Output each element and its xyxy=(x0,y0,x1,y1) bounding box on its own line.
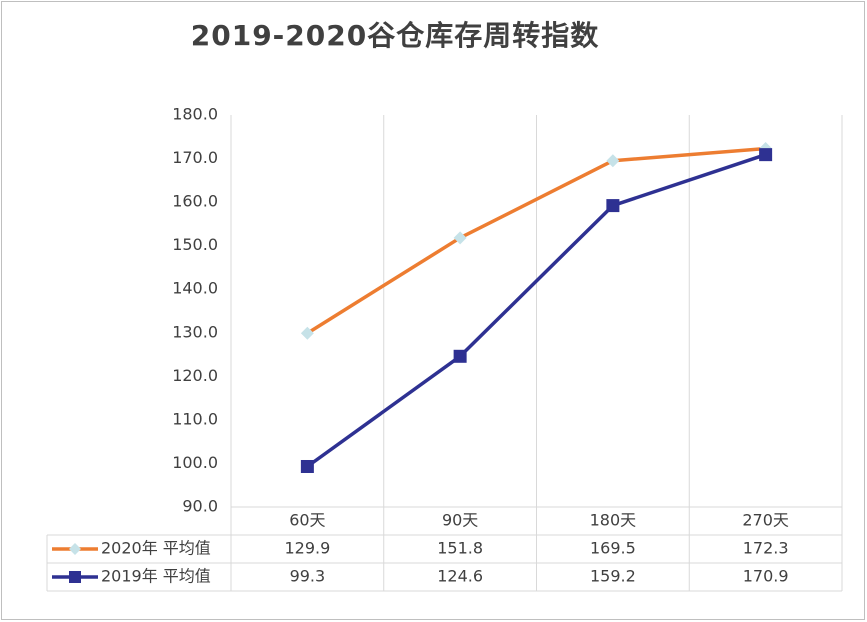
legend-marker xyxy=(69,543,81,555)
data-point-marker xyxy=(606,199,620,213)
table-value: 99.3 xyxy=(290,567,326,586)
table-value: 159.2 xyxy=(590,567,636,586)
y-tick-label: 110.0 xyxy=(172,409,218,428)
y-tick-label: 180.0 xyxy=(172,105,218,124)
y-tick-label: 130.0 xyxy=(172,322,218,341)
y-tick-label: 100.0 xyxy=(172,453,218,472)
data-point-marker xyxy=(606,154,620,168)
y-tick-label: 160.0 xyxy=(172,192,218,211)
y-tick-label: 150.0 xyxy=(172,235,218,254)
data-point-marker xyxy=(453,231,467,245)
data-point-marker xyxy=(300,326,314,340)
data-point-marker xyxy=(759,148,773,162)
series-line xyxy=(305,152,768,469)
x-category-label: 270天 xyxy=(742,511,789,530)
y-tick-label: 90.0 xyxy=(182,497,218,516)
data-point-marker xyxy=(453,349,467,363)
chart-title: 2019-2020谷仓库存周转指数 xyxy=(190,19,600,52)
table-value: 172.3 xyxy=(743,539,789,558)
legend-label: 2020年 平均值 xyxy=(101,539,211,558)
legend-label: 2019年 平均值 xyxy=(101,567,211,586)
y-tick-label: 120.0 xyxy=(172,366,218,385)
legend-marker xyxy=(69,571,81,583)
x-category-label: 180天 xyxy=(590,511,637,530)
table-value: 124.6 xyxy=(437,567,483,586)
y-tick-label: 170.0 xyxy=(172,148,218,167)
table-value: 151.8 xyxy=(437,539,483,558)
table-value: 170.9 xyxy=(743,567,789,586)
table-value: 129.9 xyxy=(284,539,330,558)
series-line xyxy=(305,146,768,335)
table-value: 169.5 xyxy=(590,539,636,558)
x-category-label: 60天 xyxy=(289,511,325,530)
data-point-marker xyxy=(300,459,314,473)
y-tick-label: 140.0 xyxy=(172,279,218,298)
x-category-label: 90天 xyxy=(442,511,478,530)
